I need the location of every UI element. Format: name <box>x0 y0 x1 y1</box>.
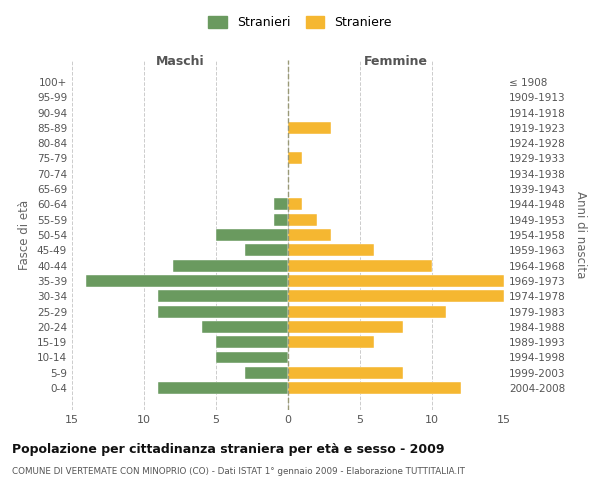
Bar <box>288 198 302 210</box>
Bar <box>274 198 288 210</box>
Y-axis label: Anni di nascita: Anni di nascita <box>574 192 587 278</box>
Bar <box>274 214 288 226</box>
Bar <box>288 382 461 394</box>
Bar <box>288 260 432 272</box>
Bar <box>158 290 288 302</box>
Bar <box>158 306 288 318</box>
Bar <box>288 367 403 379</box>
Text: COMUNE DI VERTEMATE CON MINOPRIO (CO) - Dati ISTAT 1° gennaio 2009 - Elaborazion: COMUNE DI VERTEMATE CON MINOPRIO (CO) - … <box>12 468 465 476</box>
Bar <box>216 229 288 241</box>
Bar <box>288 152 302 164</box>
Bar <box>245 367 288 379</box>
Bar <box>288 214 317 226</box>
Text: Femmine: Femmine <box>364 55 428 68</box>
Bar <box>245 244 288 256</box>
Bar <box>288 275 504 287</box>
Bar <box>216 336 288 348</box>
Bar <box>173 260 288 272</box>
Bar <box>288 122 331 134</box>
Bar <box>288 306 446 318</box>
Bar <box>288 336 374 348</box>
Text: Popolazione per cittadinanza straniera per età e sesso - 2009: Popolazione per cittadinanza straniera p… <box>12 442 445 456</box>
Y-axis label: Fasce di età: Fasce di età <box>19 200 31 270</box>
Bar <box>202 321 288 333</box>
Bar <box>216 352 288 364</box>
Bar <box>86 275 288 287</box>
Bar <box>288 229 331 241</box>
Text: Maschi: Maschi <box>155 55 205 68</box>
Bar <box>288 290 504 302</box>
Bar <box>158 382 288 394</box>
Bar <box>288 321 403 333</box>
Legend: Stranieri, Straniere: Stranieri, Straniere <box>203 11 397 34</box>
Bar <box>288 244 374 256</box>
